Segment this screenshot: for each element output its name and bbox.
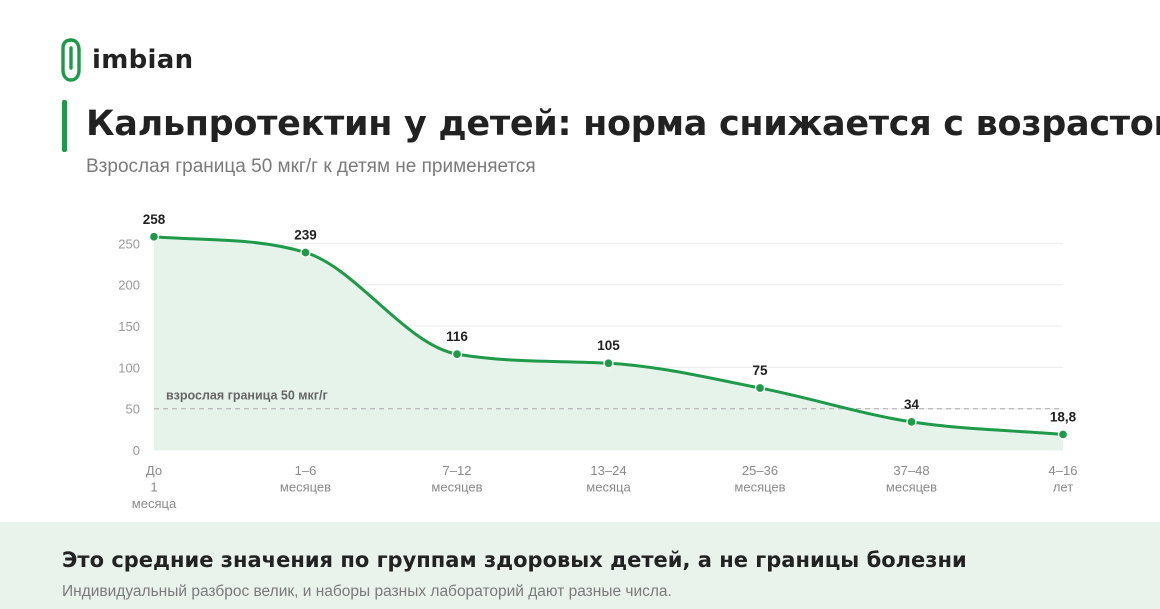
brand-name: imbian <box>92 45 194 75</box>
footer-title: Это средние значения по группам здоровых… <box>62 548 967 572</box>
data-point <box>906 416 917 428</box>
page-title: Кальпротектин у детей: норма снижается с… <box>86 104 1160 144</box>
data-label: 18,8 <box>1050 409 1077 424</box>
footer-note: Это средние значения по группам здоровых… <box>0 522 1160 609</box>
x-tick-label: До 1 месяца <box>132 463 177 511</box>
data-label: 239 <box>294 227 317 242</box>
x-tick-label: 7–12 месяцев <box>431 463 482 495</box>
brand: imbian <box>60 38 193 82</box>
line-chart: 0 50 100 150 200 250 взрослая граница 50 мкг/г… <box>118 212 1078 511</box>
x-tick-label: 4–16 лет <box>1049 463 1078 495</box>
data-label: 75 <box>752 363 768 378</box>
title-accent-bar <box>62 100 67 152</box>
data-point <box>451 348 463 360</box>
x-tick-label: 1–6 месяцев <box>280 463 331 495</box>
y-tick-label: 100 <box>118 360 140 375</box>
paperclip-logo-icon <box>61 38 81 82</box>
data-label: 34 <box>904 397 920 412</box>
data-point <box>300 247 311 258</box>
data-point <box>148 231 160 242</box>
data-label: 105 <box>597 338 620 353</box>
y-tick-label: 150 <box>118 319 140 334</box>
x-tick-label: 13–24 месяца <box>586 463 631 495</box>
reference-line-label: взрослая граница 50 мкг/г <box>166 389 328 403</box>
y-tick-label: 0 <box>133 443 140 458</box>
area-fill <box>154 236 1063 450</box>
x-tick-label: 25–36 месяцев <box>734 463 785 495</box>
page-subtitle: Взрослая граница 50 мкг/г к детям не при… <box>86 156 536 177</box>
data-point <box>603 358 614 369</box>
footer-text: Индивидуальный разброс велик, и наборы р… <box>62 583 672 600</box>
y-tick-label: 200 <box>118 278 140 293</box>
data-label: 116 <box>446 329 468 344</box>
y-tick-label: 250 <box>118 236 140 251</box>
data-point <box>1057 429 1069 440</box>
data-point <box>754 382 766 394</box>
data-label: 258 <box>143 212 166 227</box>
x-tick-label: 37–48 месяцев <box>886 463 937 495</box>
y-tick-label: 50 <box>126 402 140 417</box>
